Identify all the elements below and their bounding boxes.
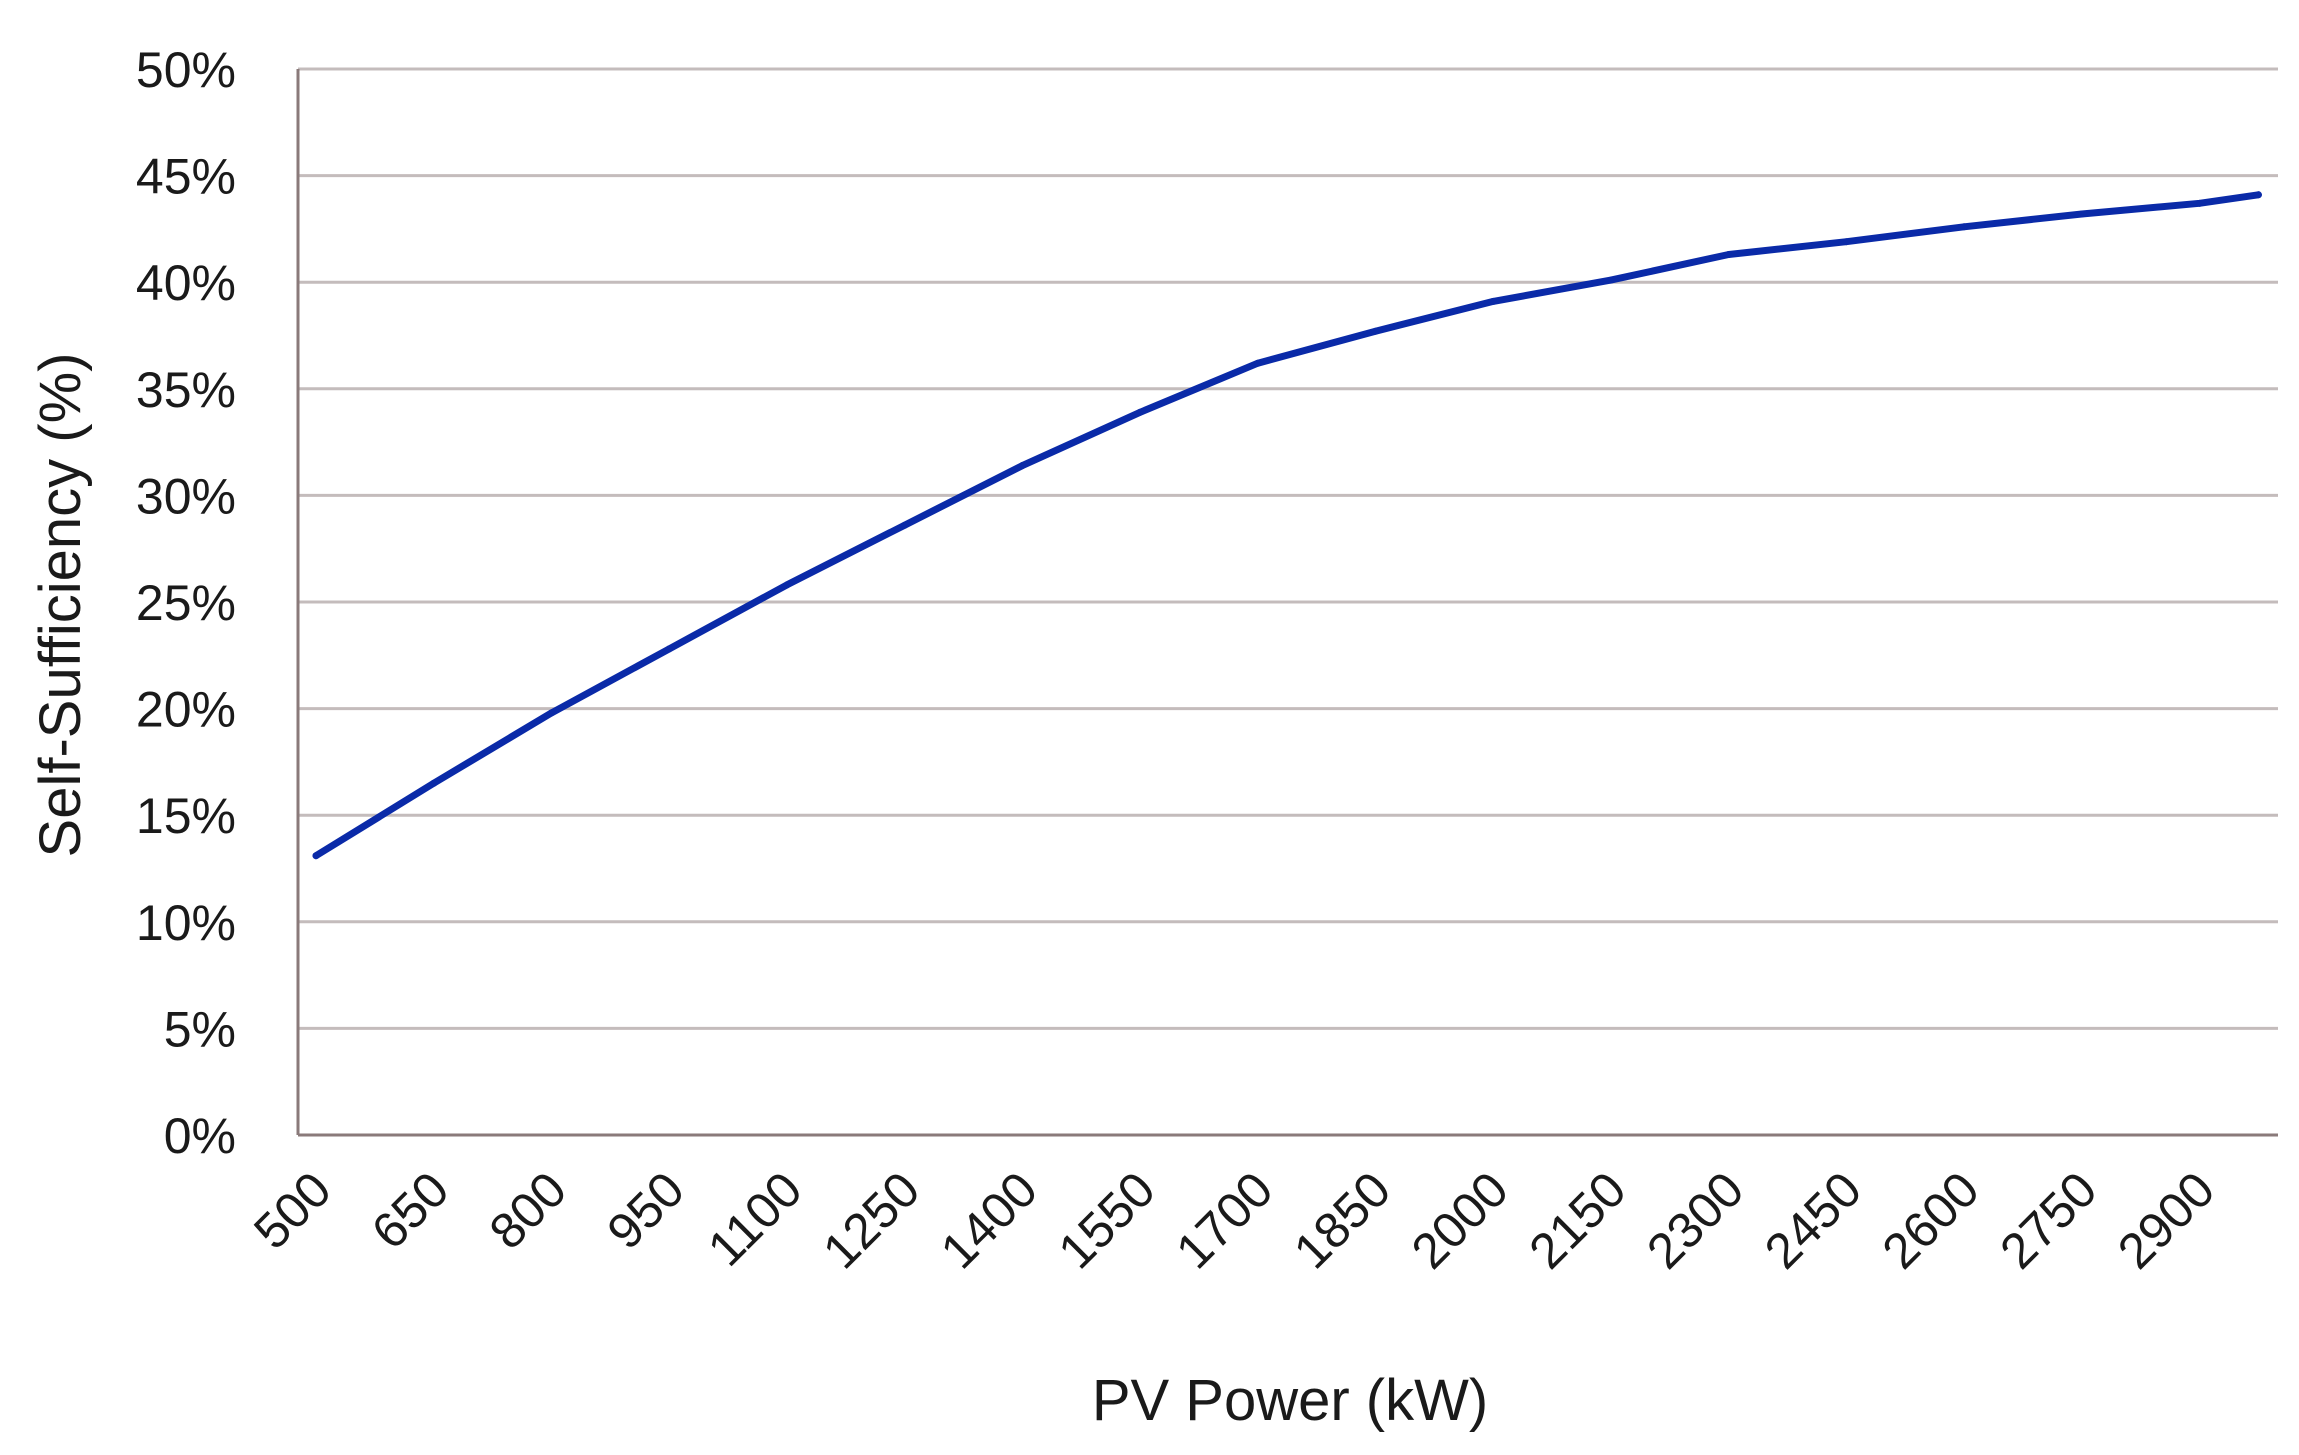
data-point xyxy=(1842,238,1850,246)
y-tick-label: 25% xyxy=(136,575,236,631)
x-tick-label: 1700 xyxy=(1165,1161,1283,1279)
x-tick-label: 650 xyxy=(361,1161,460,1260)
data-point xyxy=(2078,210,2086,218)
x-tick-label: 800 xyxy=(479,1161,578,1260)
y-tick-label: 45% xyxy=(136,149,236,205)
data-point xyxy=(901,521,909,529)
y-tick-label: 0% xyxy=(164,1108,236,1164)
x-tick-labels: 500 650 800 950 1100 1250 1400 1550 1700 1850 2000… xyxy=(243,1161,2225,1279)
x-axis-title: PV Power (kW) xyxy=(1092,1368,1488,1433)
y-tick-label: 10% xyxy=(136,895,236,951)
x-tick-label: 2150 xyxy=(1518,1161,1636,1279)
y-tick-label: 5% xyxy=(164,1001,236,1057)
y-tick-labels: 0% 5% 10% 15% 20% 25% 30% 35% 40% 45% 50% xyxy=(136,42,236,1164)
data-point xyxy=(1018,462,1026,470)
data-point xyxy=(1254,359,1262,367)
data-point xyxy=(312,852,320,860)
series-layer xyxy=(312,191,2262,860)
data-point xyxy=(1489,297,1497,305)
data-point xyxy=(665,645,673,653)
x-tick-label: 2750 xyxy=(1989,1161,2107,1279)
data-point xyxy=(2196,199,2204,207)
y-axis-title: Self-Sufficiency (%) xyxy=(28,353,93,858)
data-point xyxy=(2254,191,2262,199)
x-tick-label: 2000 xyxy=(1401,1161,1519,1279)
x-tick-label: 1100 xyxy=(697,1161,813,1277)
data-point xyxy=(1960,223,1968,231)
x-tick-label: 1250 xyxy=(812,1161,930,1279)
y-tick-label: 50% xyxy=(136,42,236,98)
x-tick-label: 1850 xyxy=(1283,1161,1401,1279)
x-tick-label: 950 xyxy=(596,1161,695,1260)
series-line xyxy=(312,191,2262,860)
x-tick-label: 2450 xyxy=(1754,1161,1872,1279)
x-tick-label: 2600 xyxy=(1872,1161,1990,1279)
data-point xyxy=(547,709,555,717)
data-point xyxy=(1136,408,1144,416)
gridlines xyxy=(298,67,2278,1030)
y-tick-label: 15% xyxy=(136,788,236,844)
data-point xyxy=(783,581,791,589)
y-tick-label: 20% xyxy=(136,682,236,738)
x-tick-label: 2300 xyxy=(1636,1161,1754,1279)
y-tick-label: 35% xyxy=(136,362,236,418)
data-point xyxy=(430,779,438,787)
y-tick-label: 40% xyxy=(136,255,236,311)
axes xyxy=(296,69,2278,1137)
data-point xyxy=(1607,276,1615,284)
x-tick-label: 500 xyxy=(243,1161,342,1260)
y-tick-label: 30% xyxy=(136,468,236,524)
x-tick-label: 1550 xyxy=(1048,1161,1166,1279)
data-point xyxy=(1372,327,1380,335)
data-point xyxy=(1725,250,1733,258)
x-tick-label: 2900 xyxy=(2107,1161,2225,1279)
x-tick-label: 1400 xyxy=(930,1161,1048,1279)
